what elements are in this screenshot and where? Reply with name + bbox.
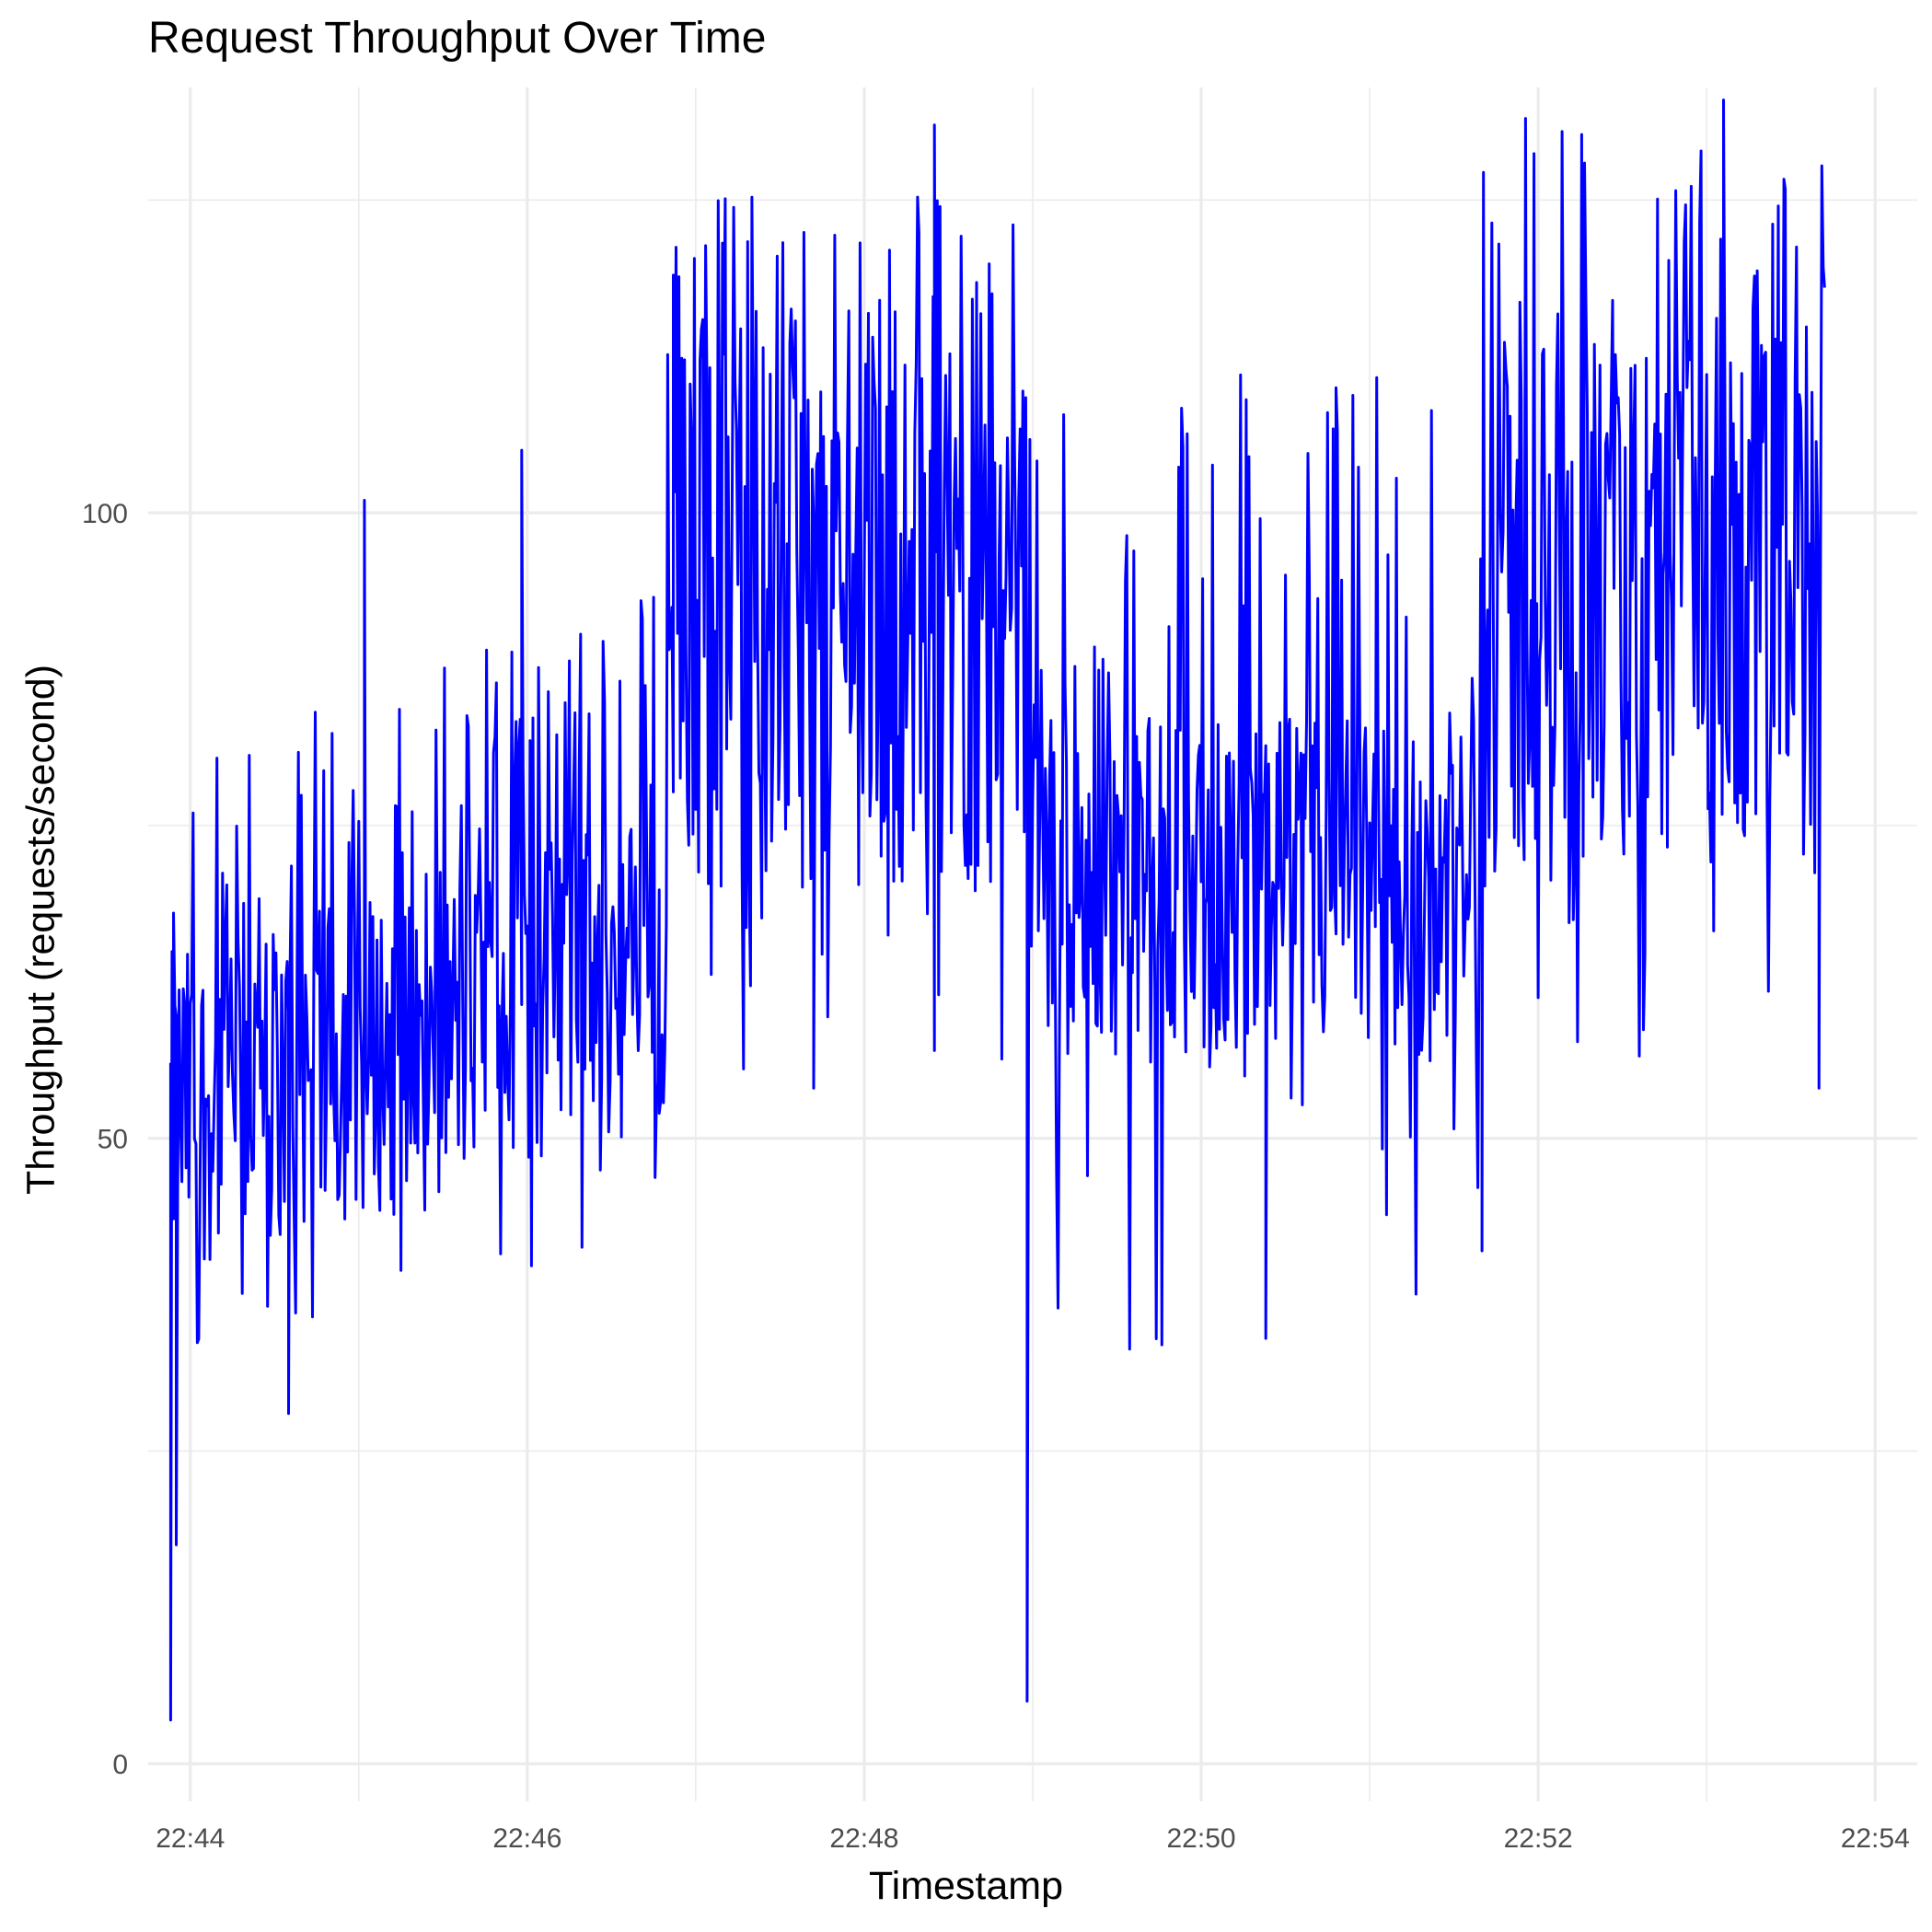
y-tick-labels: 0 50 100 xyxy=(82,499,128,1780)
major-gridlines xyxy=(148,87,1917,1801)
y-axis-title: Throughput (requests/second) xyxy=(18,664,64,1196)
series-layer xyxy=(168,98,1826,1722)
chart-title: Request Throughput Over Time xyxy=(148,14,767,63)
x-axis-title: Timestamp xyxy=(868,1864,1064,1908)
y-tick-label: 50 xyxy=(98,1125,128,1155)
x-tick-label: 22:44 xyxy=(156,1823,225,1854)
x-tick-label: 22:54 xyxy=(1841,1823,1910,1854)
x-tick-label: 22:46 xyxy=(492,1823,561,1854)
throughput-series-line xyxy=(168,98,1826,1722)
x-tick-label: 22:52 xyxy=(1504,1823,1573,1854)
x-tick-labels: 22:44 22:46 22:48 22:50 22:52 22:54 xyxy=(156,1823,1910,1854)
y-tick-label: 0 xyxy=(112,1750,128,1780)
y-tick-label: 100 xyxy=(82,499,128,529)
x-tick-label: 22:48 xyxy=(829,1823,898,1854)
x-tick-label: 22:50 xyxy=(1167,1823,1236,1854)
